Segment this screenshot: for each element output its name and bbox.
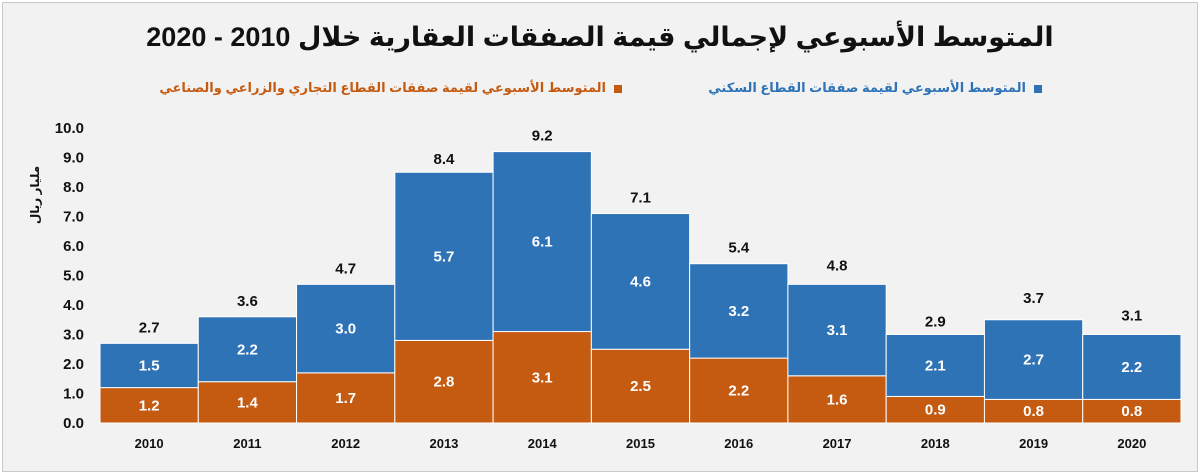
y-tick-label: 8.0 [63,179,84,196]
bar-residential [394,171,494,341]
data-label-residential: 2.7 [1023,352,1044,369]
x-tick-label: 2013 [429,436,458,451]
bar-residential [885,334,985,397]
bar-commercial [394,339,494,424]
bar-commercial [492,331,592,424]
legend-swatch-commercial [614,84,622,93]
y-tick-label: 4.0 [63,297,84,314]
x-tick-label: 2015 [626,436,655,451]
total-label: 5.4 [728,240,750,257]
bar-residential [296,283,396,374]
legend-item-residential: المتوسط الأسبوعي لقيمة صفقات القطاع السك… [708,80,1042,96]
data-label-commercial: 0.8 [1121,403,1142,420]
y-tick-label: 2.0 [63,356,84,373]
bar-residential [983,319,1084,400]
data-label-commercial: 2.8 [434,374,455,391]
total-label: 2.7 [139,319,160,336]
legend-item-commercial: المتوسط الأسبوعي لقيمة صفقات القطاع التج… [159,80,622,96]
total-label: 3.6 [237,293,258,310]
data-label-commercial: 1.4 [237,394,259,411]
bar-residential [590,213,691,350]
data-label-residential: 2.2 [237,341,258,358]
data-label-residential: 2.2 [1121,359,1142,376]
bar-commercial [296,372,396,424]
data-label-residential: 1.5 [139,357,160,374]
x-tick-label: 2012 [331,436,360,451]
total-label: 4.8 [827,257,848,274]
bar-residential [787,283,887,377]
data-label-residential: 5.7 [434,248,455,265]
y-tick-label: 0.0 [63,415,84,432]
y-tick-label: 7.0 [63,209,84,226]
x-tick-label: 2017 [823,436,852,451]
x-tick-label: 2011 [233,436,261,451]
data-label-residential: 3.1 [827,322,848,339]
data-label-commercial: 1.2 [139,397,160,414]
legend-label-residential: المتوسط الأسبوعي لقيمة صفقات القطاع السك… [708,80,1026,95]
total-label: 3.7 [1023,290,1044,307]
total-label: 8.4 [434,151,456,168]
y-tick-label: 6.0 [63,238,84,255]
y-tick-label: 10.0 [55,120,84,137]
data-label-commercial: 2.5 [630,378,651,395]
bar-residential [492,151,592,333]
bar-residential [1082,334,1182,400]
chart-title: المتوسط الأسبوعي لإجمالي قيمة الصفقات ال… [146,22,1054,52]
x-tick-label: 2019 [1019,436,1048,451]
total-label: 2.9 [925,313,946,330]
data-label-commercial: 1.7 [335,390,356,407]
x-tick-label: 2010 [135,436,164,451]
data-label-commercial: 0.8 [1023,403,1044,420]
data-label-commercial: 3.1 [532,369,553,386]
data-label-residential: 4.6 [630,273,651,290]
x-tick-label: 2018 [921,436,950,451]
data-label-residential: 2.1 [925,357,946,374]
x-tick-label: 2014 [528,436,558,451]
total-label: 4.7 [335,260,356,277]
total-label: 7.1 [630,190,651,207]
data-label-commercial: 0.9 [925,402,946,419]
bar-commercial [99,387,199,424]
total-label: 3.1 [1121,308,1142,325]
legend-swatch-residential [1034,84,1042,93]
bar-residential [689,263,789,359]
data-label-residential: 3.2 [728,303,749,320]
bar-residential [99,342,199,389]
data-label-residential: 3.0 [335,321,356,338]
legend-label-commercial: المتوسط الأسبوعي لقيمة صفقات القطاع التج… [159,80,606,95]
y-tick-label: 1.0 [63,386,84,403]
data-label-commercial: 1.6 [827,391,848,408]
data-label-commercial: 2.2 [728,383,749,400]
x-tick-label: 2016 [724,436,753,451]
x-tick-label: 2020 [1117,436,1146,451]
bar-commercial [787,375,887,424]
bar-commercial [885,395,985,424]
total-label: 9.2 [532,128,553,145]
y-tick-label: 9.0 [63,150,84,167]
y-tick-label: 5.0 [63,268,84,285]
y-tick-label: 3.0 [63,327,84,344]
data-label-residential: 6.1 [532,234,553,251]
